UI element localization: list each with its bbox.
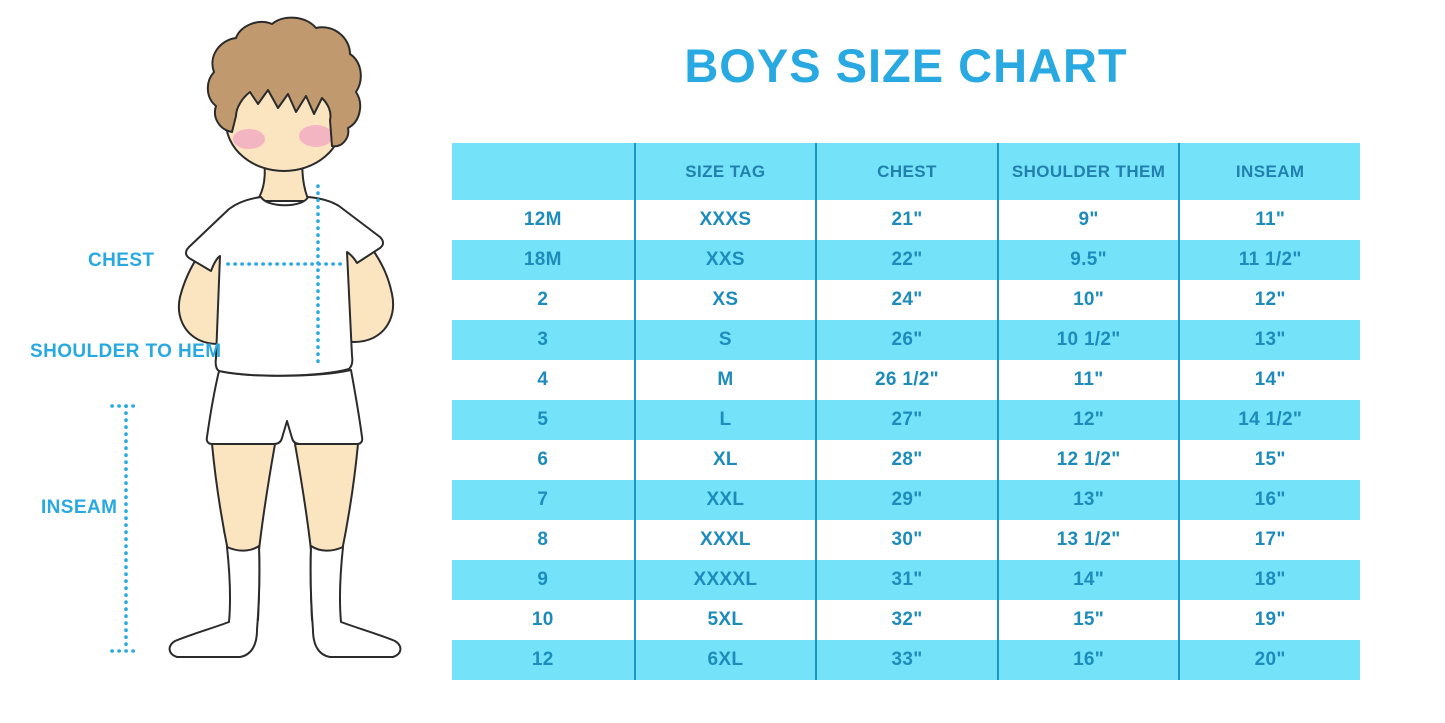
table-cell: 15": [1178, 440, 1360, 480]
column-header: [452, 143, 634, 200]
table-cell: L: [633, 400, 816, 440]
table-cell: 26": [815, 320, 997, 360]
row-size-label: 5: [537, 409, 549, 430]
size-table: SIZE TAG CHEST SHOULDER THEM INSEAM 12M XXXS 2…: [452, 143, 1360, 680]
row-size-label: 10: [531, 609, 554, 630]
table-cell: 33": [815, 640, 997, 680]
table-row: 3 S 26" 10 1/2" 13": [452, 320, 1360, 360]
boy-shorts: [205, 369, 364, 445]
table-header-row: SIZE TAG CHEST SHOULDER THEM INSEAM: [452, 143, 1360, 200]
table-cell: 12": [1178, 280, 1360, 320]
row-size-label: 3: [537, 329, 549, 350]
table-cell: 6XL: [633, 640, 816, 680]
table-row: 6 XL 28" 12 1/2" 15": [452, 440, 1360, 480]
boy-left-blush: [233, 129, 265, 149]
table-cell: 14 1/2": [1178, 400, 1360, 440]
table-cell: XL: [633, 440, 816, 480]
row-size-label: 12: [531, 649, 554, 670]
table-cell: 9": [996, 200, 1179, 240]
column-header: SIZE TAG: [633, 143, 816, 200]
column-header: SHOULDER THEM: [996, 143, 1179, 200]
table-cell: 11": [1178, 200, 1360, 240]
row-size-label: 12M: [523, 209, 562, 230]
table-cell: 5XL: [633, 600, 816, 640]
table-cell: 30": [815, 520, 997, 560]
table-row: 2 XS 24" 10" 12": [452, 280, 1360, 320]
table-cell: 22": [815, 240, 997, 280]
table-cell: 29": [815, 480, 997, 520]
table-cell: 27": [815, 400, 997, 440]
chest-label: CHEST: [88, 250, 155, 271]
boy-right-sock: [309, 545, 402, 658]
table-cell: 12": [996, 400, 1179, 440]
boy-right-blush: [299, 125, 333, 147]
table-cell: XXXL: [633, 520, 816, 560]
table-cell: 14": [1178, 360, 1360, 400]
table-row: 7 XXL 29" 13" 16": [452, 480, 1360, 520]
table-cell: 24": [815, 280, 997, 320]
table-cell: 11": [996, 360, 1179, 400]
table-row: 9 XXXXL 31" 14" 18": [452, 560, 1360, 600]
table-row: 4 M 26 1/2" 11" 14": [452, 360, 1360, 400]
table-cell: 16": [996, 640, 1179, 680]
table-cell: 15": [996, 600, 1179, 640]
table-cell: 13": [996, 480, 1179, 520]
table-row: 10 5XL 32" 15" 19": [452, 600, 1360, 640]
table-cell: 19": [1178, 600, 1360, 640]
row-size-label: 8: [537, 529, 549, 550]
table-cell: 18": [1178, 560, 1360, 600]
column-header: INSEAM: [1178, 143, 1360, 200]
boy-hair: [206, 16, 362, 148]
table-cell: XS: [633, 280, 816, 320]
table-cell: 20": [1178, 640, 1360, 680]
row-size-label: 18M: [523, 249, 562, 270]
row-size-label: 9: [537, 569, 549, 590]
table-cell: XXS: [633, 240, 816, 280]
inseam-label: INSEAM: [41, 497, 118, 518]
row-size-label: 4: [537, 369, 549, 390]
table-cell: 12 1/2": [996, 440, 1179, 480]
table-cell: XXL: [633, 480, 816, 520]
table-cell: M: [633, 360, 816, 400]
table-cell: XXXS: [633, 200, 816, 240]
table-row: 12M XXXS 21" 9" 11": [452, 200, 1360, 240]
table-cell: XXXXL: [633, 560, 816, 600]
boy-left-sock: [168, 545, 261, 658]
table-row: 12 6XL 33" 16" 20": [452, 640, 1360, 680]
table-cell: 21": [815, 200, 997, 240]
row-size-label: 6: [537, 449, 549, 470]
row-size-label: 2: [537, 289, 549, 310]
table-cell: 9.5": [996, 240, 1179, 280]
row-size-label: 7: [537, 489, 549, 510]
table-cell: 13 1/2": [996, 520, 1179, 560]
table-cell: 11 1/2": [1178, 240, 1360, 280]
table-cell: 26 1/2": [815, 360, 997, 400]
table-cell: 17": [1178, 520, 1360, 560]
boy-tshirt: [185, 196, 384, 377]
table-cell: 16": [1178, 480, 1360, 520]
table-cell: 13": [1178, 320, 1360, 360]
shoulder-to-hem-label: SHOULDER TO HEM: [30, 341, 222, 362]
boy-figure-illustration: [110, 16, 402, 658]
table-cell: S: [633, 320, 816, 360]
column-header: CHEST: [815, 143, 997, 200]
page-title: BOYS SIZE CHART: [684, 39, 1128, 92]
table-row: 8 XXXL 30" 13 1/2" 17": [452, 520, 1360, 560]
table-cell: 31": [815, 560, 997, 600]
table-cell: 14": [996, 560, 1179, 600]
table-cell: 10 1/2": [996, 320, 1179, 360]
table-cell: 32": [815, 600, 997, 640]
table-row: 5 L 27" 12" 14 1/2": [452, 400, 1360, 440]
table-cell: 10": [996, 280, 1179, 320]
table-cell: 28": [815, 440, 997, 480]
table-row: 18M XXS 22" 9.5" 11 1/2": [452, 240, 1360, 280]
